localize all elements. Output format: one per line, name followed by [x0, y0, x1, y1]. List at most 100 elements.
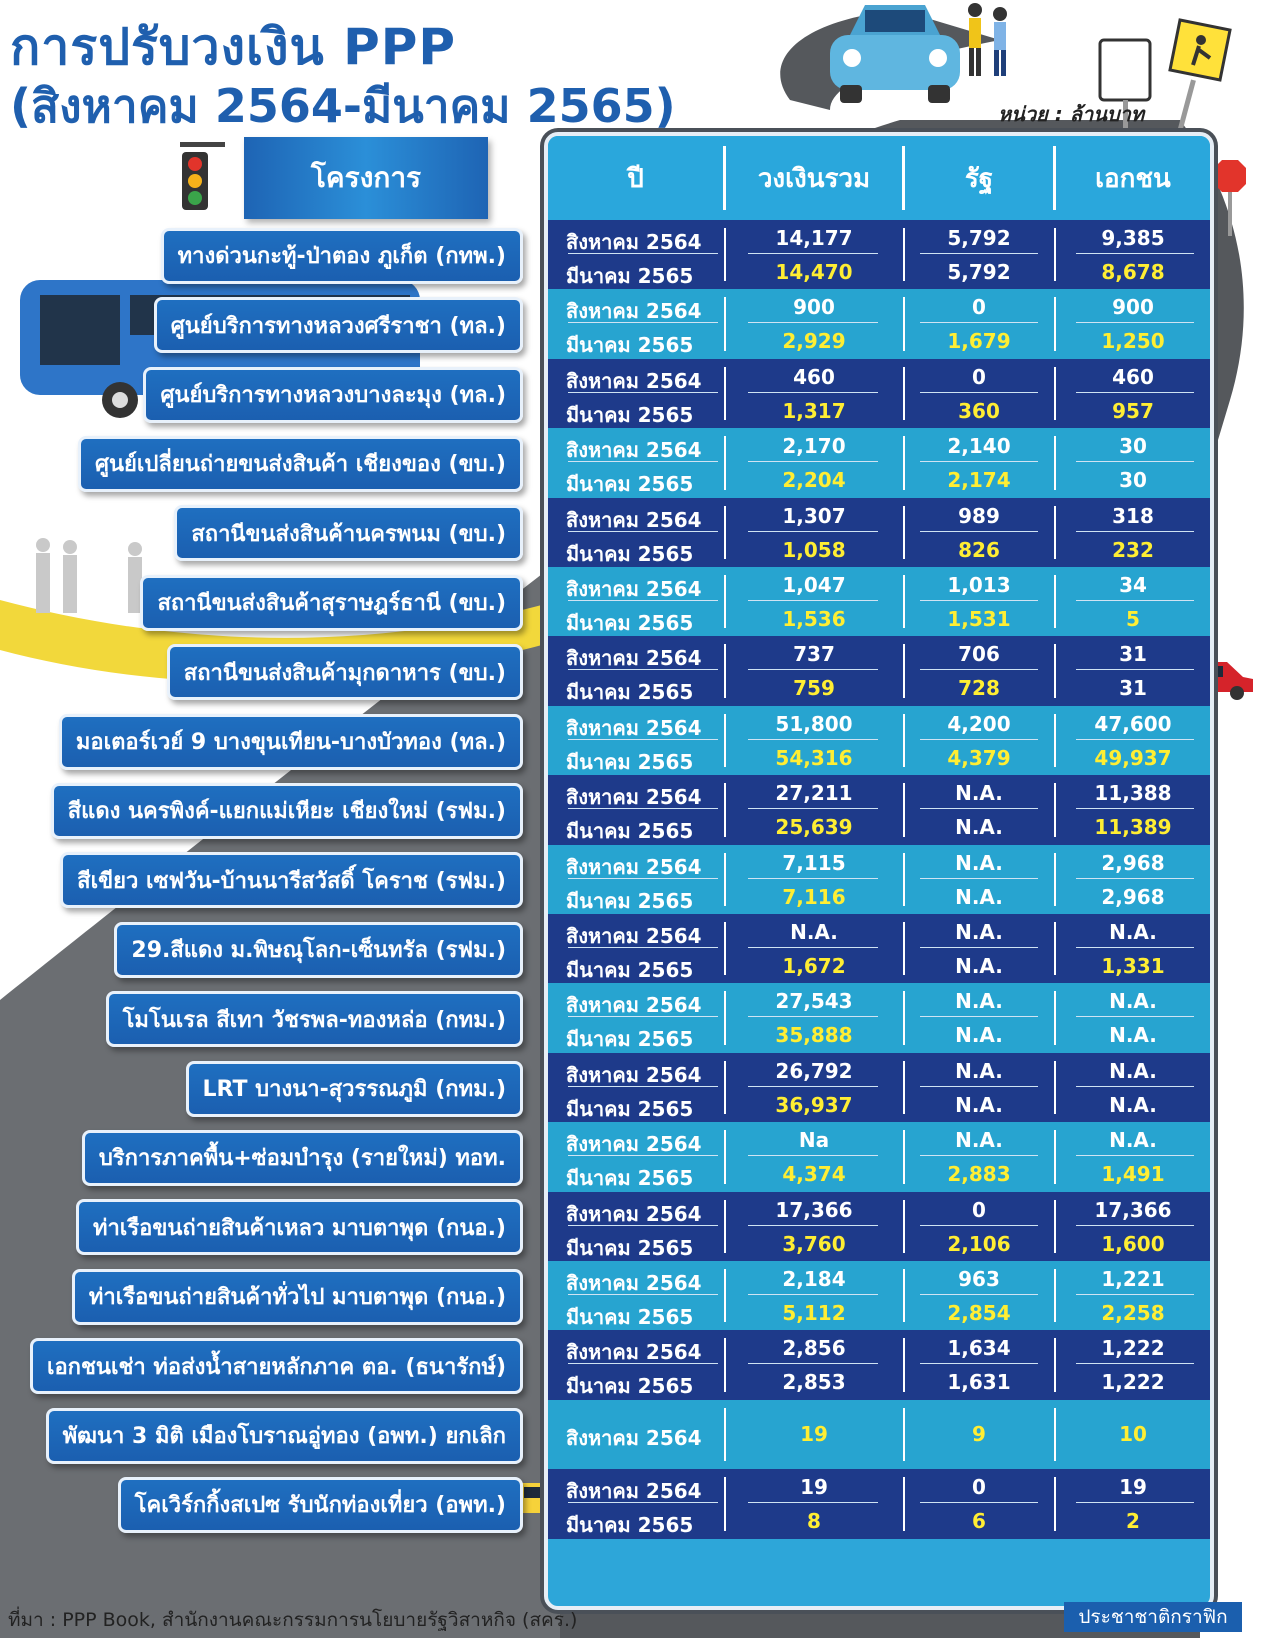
total-value-cell: N.A.: [790, 920, 838, 944]
total-value-cell: 1,307: [782, 503, 846, 528]
state-value-cell: 2,174: [947, 468, 1011, 493]
state-value-cell: N.A.: [955, 815, 1003, 840]
state-value-cell: N.A.: [955, 1023, 1003, 1048]
row-divider-line: [568, 947, 718, 948]
row-divider-line: [920, 322, 1038, 324]
row-year-label: มีนาคม 2565: [566, 1513, 694, 1538]
column-divider: [724, 922, 726, 976]
row-year-label: มีนาคม 2565: [566, 749, 694, 774]
row-divider-line: [748, 1502, 878, 1504]
column-divider: [724, 713, 726, 768]
column-divider: [1054, 1338, 1056, 1392]
row-divider-line: [920, 877, 1038, 879]
column-divider: [903, 783, 905, 837]
state-value-cell: 0: [972, 364, 986, 389]
column-divider: [724, 1477, 726, 1531]
private-value-cell: 47,600: [1094, 711, 1172, 736]
private-value-cell: N.A.: [1109, 1128, 1157, 1153]
state-value-cell: N.A.: [955, 1058, 1003, 1083]
total-value-cell: 5,112: [782, 1301, 846, 1325]
state-value-cell: 2,854: [947, 1301, 1011, 1325]
project-name-label: บริการภาคพื้น+ซ่อมบำรุง (รายใหม่) ทอท.: [81, 1129, 523, 1186]
row-year-label: สิงหาคม 2564: [566, 1479, 702, 1504]
row-divider-line: [920, 1155, 1038, 1157]
project-name-label: สีแดง นครพิงค์-แยกแม่เหียะ เชียงใหม่ (รฟ…: [50, 782, 523, 839]
total-value-cell: 14,177: [775, 226, 853, 250]
row-year-label: สิงหาคม 2564: [566, 1201, 702, 1226]
row-year-label: สิงหาคม 2564: [566, 924, 702, 948]
header-divider: [1053, 146, 1056, 210]
total-value-cell: Na: [798, 1128, 830, 1153]
row-divider-line: [920, 669, 1038, 671]
private-value-cell: 49,937: [1094, 745, 1172, 770]
total-value-cell: 460: [793, 364, 835, 389]
state-value-cell: 2,106: [947, 1231, 1011, 1256]
state-value-cell: 989: [958, 503, 1000, 528]
row-divider-line: [748, 1363, 878, 1365]
row-year-label: สิงหาคม 2564: [566, 646, 702, 671]
row-year-label: มีนาคม 2565: [566, 1235, 694, 1260]
private-value-cell: 10: [1119, 1422, 1147, 1447]
total-value-cell: 14,470: [775, 260, 853, 284]
project-row-block: สิงหาคม 2564 26,792 N.A. N.A. มีนาคม 2565 36,…: [548, 1052, 1210, 1123]
people-icon: [36, 538, 142, 613]
column-divider: [724, 1407, 726, 1462]
row-divider-line: [1076, 1363, 1194, 1365]
project-column-header: โครงการ: [244, 137, 488, 219]
row-divider-line: [920, 1224, 1038, 1226]
private-value-cell: N.A.: [1109, 1023, 1157, 1048]
row-year-label: มีนาคม 2565: [566, 472, 694, 497]
row-year-label: มีนาคม 2565: [566, 264, 694, 288]
row-year-label: สิงหาคม 2564: [566, 785, 702, 810]
column-divider: [903, 852, 905, 906]
column-divider: [724, 1130, 726, 1184]
row-divider-line: [920, 391, 1038, 393]
row-year-label: สิงหาคม 2564: [566, 1062, 702, 1087]
column-divider: [903, 644, 905, 698]
row-divider-line: [748, 391, 878, 393]
row-divider-line: [748, 1016, 878, 1018]
column-divider: [724, 228, 726, 282]
total-value-cell: 27,211: [775, 781, 853, 806]
row-divider-line: [568, 738, 718, 740]
total-value-cell: 1,317: [782, 398, 846, 423]
total-value-cell: 1,058: [782, 537, 846, 562]
total-value-cell: 2,184: [782, 1267, 846, 1291]
row-year-label: มีนาคม 2565: [566, 819, 694, 844]
column-divider: [1054, 644, 1056, 698]
private-value-cell: 460: [1112, 364, 1154, 389]
total-value-cell: 2,853: [782, 1370, 846, 1395]
private-value-cell: 8,678: [1101, 260, 1165, 284]
state-value-cell: 0: [972, 295, 986, 320]
row-divider-line: [568, 253, 718, 254]
row-year-label: สิงหาคม 2564: [566, 715, 702, 740]
private-value-cell: 30: [1119, 468, 1147, 493]
project-name-label: ศูนย์บริการทางหลวงบางละมุง (ทล.): [143, 366, 523, 423]
stop-sign-icon: [1214, 160, 1246, 236]
row-divider-line: [568, 877, 718, 879]
state-value-cell: 0: [972, 1475, 986, 1500]
column-divider: [1054, 505, 1056, 559]
row-divider-line: [748, 1294, 878, 1295]
total-value-cell: 26,792: [775, 1058, 853, 1083]
private-value-cell: 2,258: [1101, 1301, 1165, 1325]
row-divider-line: [920, 1016, 1038, 1018]
row-divider-line: [920, 808, 1038, 810]
private-value-cell: 31: [1119, 642, 1147, 667]
row-divider-line: [1076, 391, 1194, 393]
column-divider: [903, 1477, 905, 1531]
row-divider-line: [1076, 461, 1194, 463]
project-row-block: สิงหาคม 2564 17,366 0 17,366 มีนาคม 2565 3,76…: [548, 1191, 1210, 1262]
column-divider: [724, 991, 726, 1045]
private-value-cell: 1,221: [1101, 1267, 1165, 1291]
row-divider-line: [568, 322, 718, 324]
car-icon: [830, 5, 960, 103]
page-subtitle: (สิงหาคม 2564-มีนาคม 2565): [10, 79, 676, 133]
total-value-cell: 25,639: [775, 815, 853, 840]
road-sign-icon: [1098, 18, 1232, 135]
project-row-block: สิงหาคม 2564 N.A. N.A. N.A. มีนาคม 2565 1,672…: [548, 914, 1210, 984]
row-divider-line: [1076, 669, 1194, 671]
row-divider-line: [568, 1224, 718, 1226]
project-name-label: ศูนย์เปลี่ยนถ่ายขนส่งสินค้า เชียงของ (ขบ…: [77, 435, 523, 492]
private-value-cell: 232: [1112, 537, 1154, 562]
